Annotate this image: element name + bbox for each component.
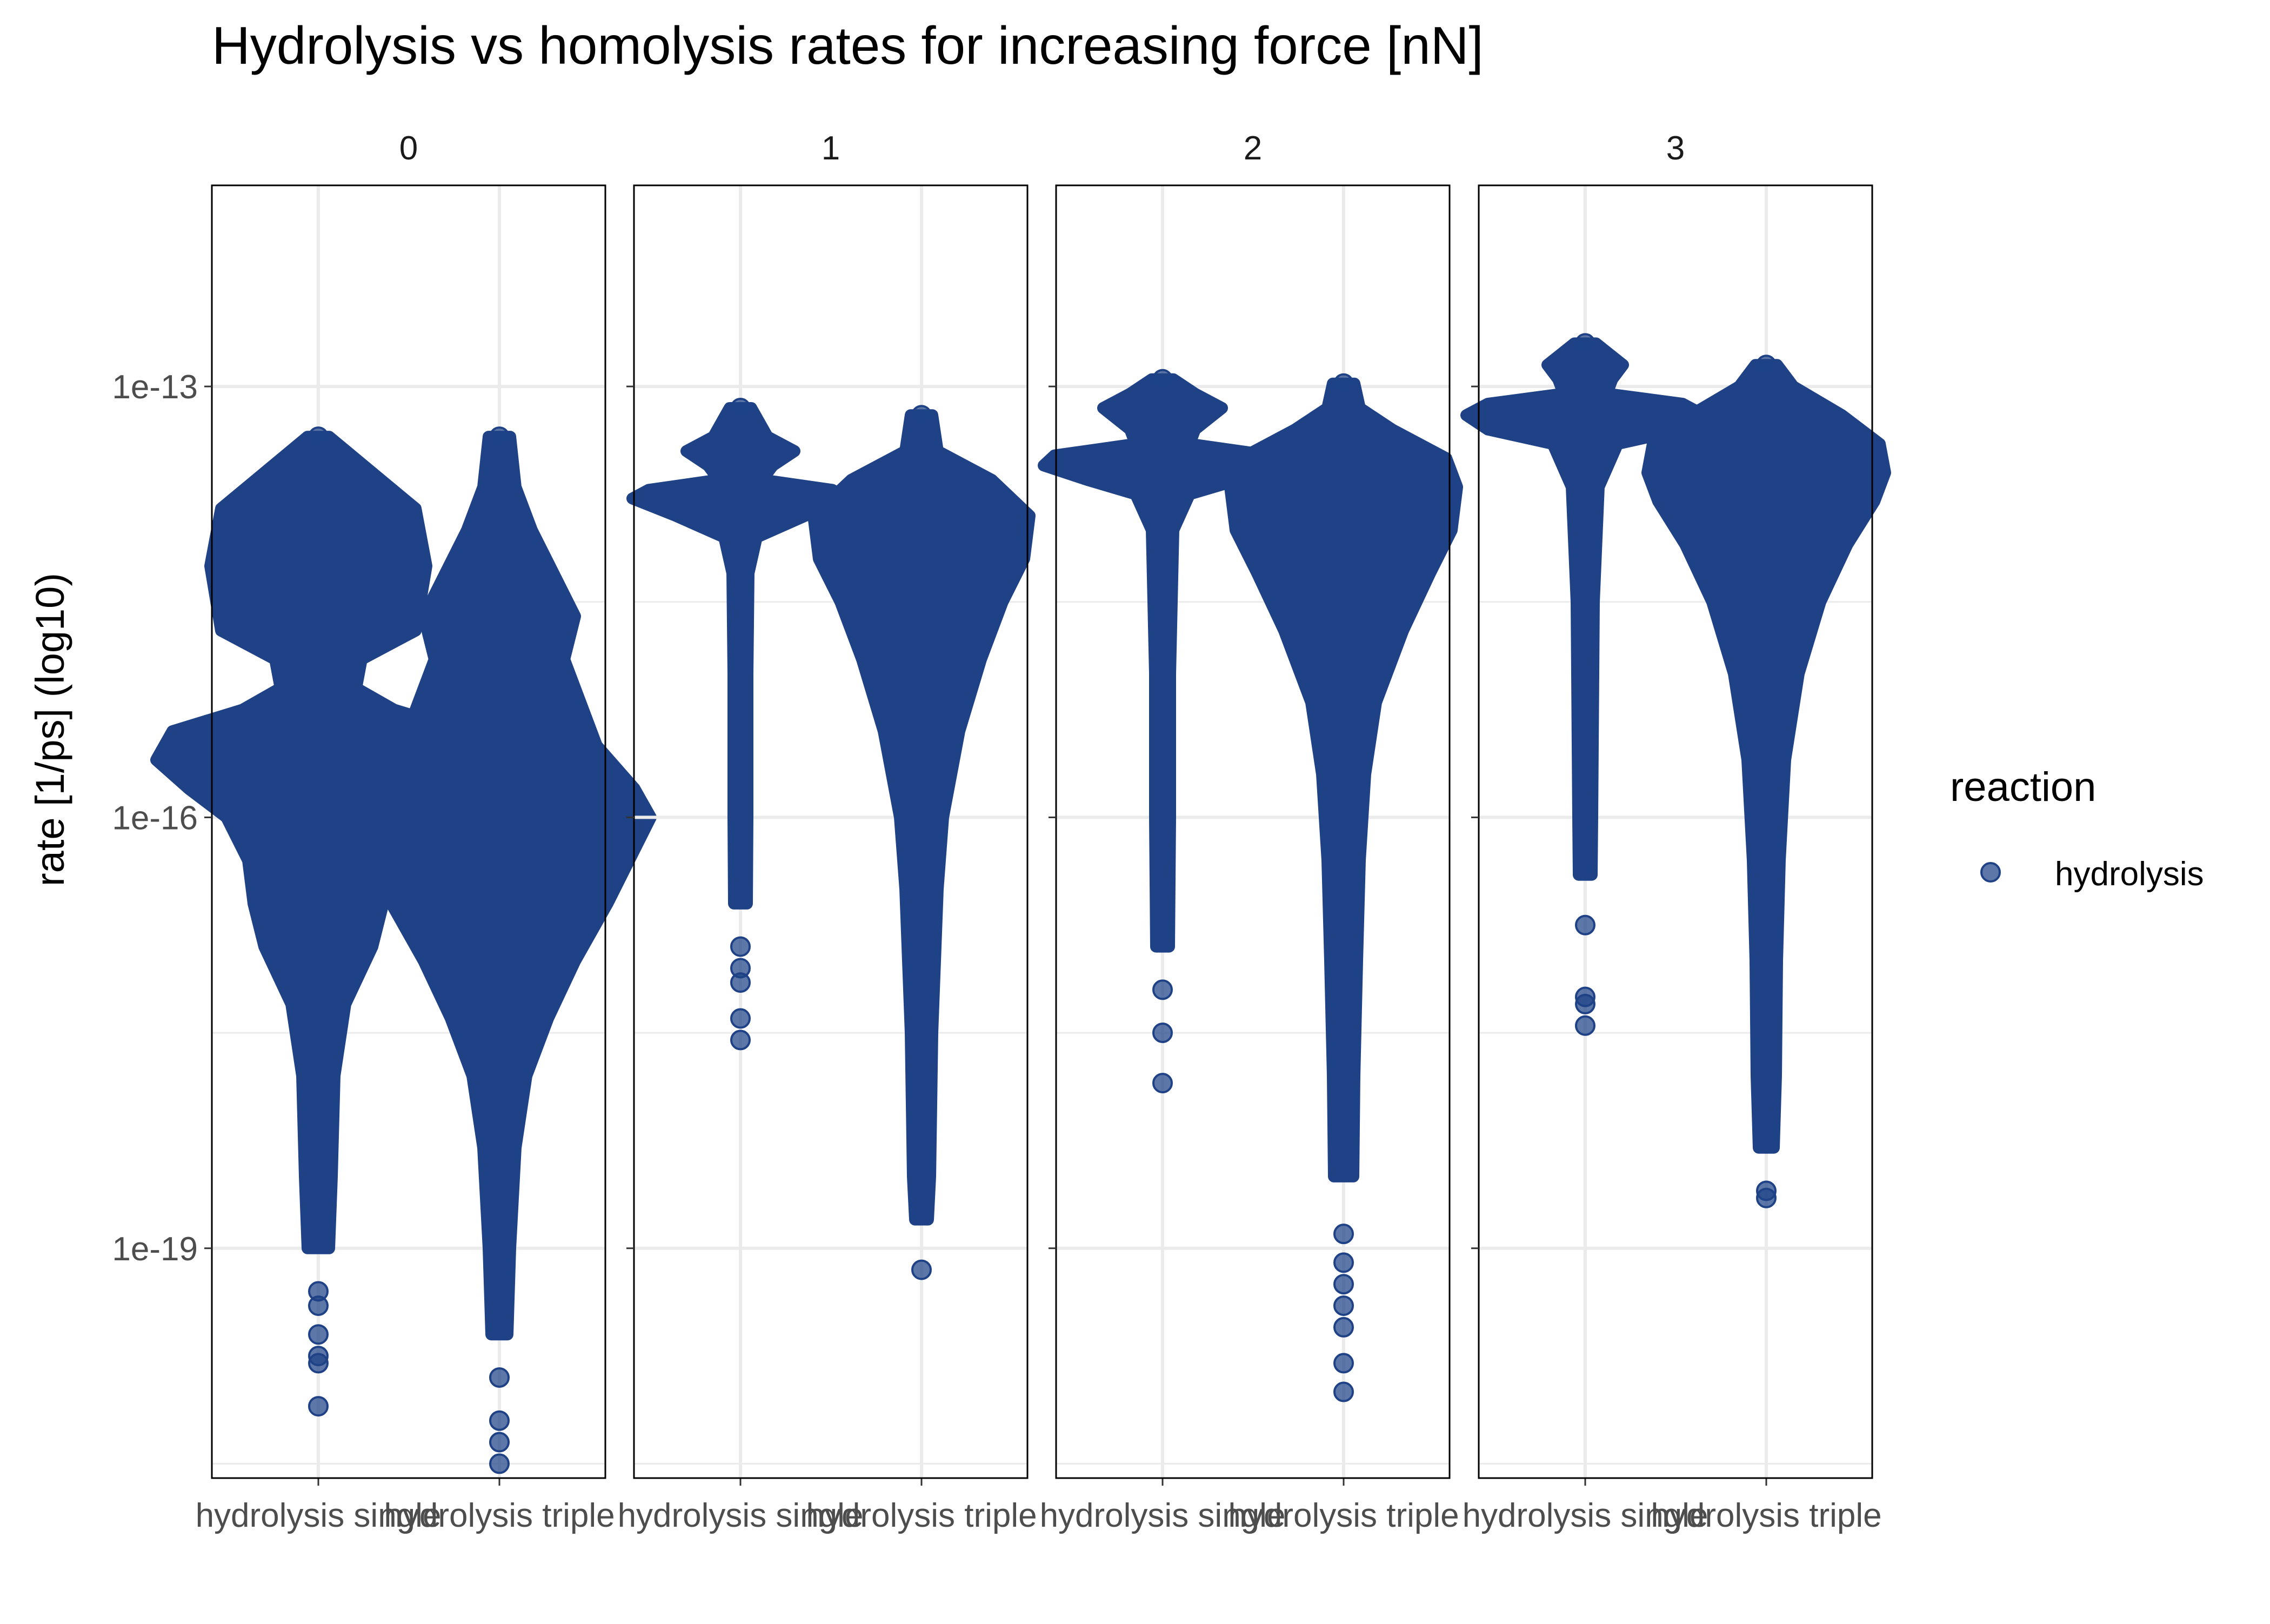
outlier-point — [1575, 993, 1595, 1014]
violin-hydrolysis-single — [1038, 373, 1287, 953]
outlier-point — [308, 1295, 329, 1316]
data-point — [308, 426, 329, 447]
outlier-point — [489, 1367, 510, 1388]
facet-label: 1 — [822, 130, 840, 167]
outlier-point — [308, 1396, 329, 1417]
y-tick-label: 1e-16 — [112, 799, 198, 837]
outlier-point — [1333, 1274, 1354, 1295]
outlier-point — [730, 972, 751, 993]
violin-hydrolysis-single — [150, 431, 486, 1254]
outlier-point — [1756, 1187, 1777, 1208]
outlier-point — [489, 1432, 510, 1453]
outlier-point — [1152, 979, 1173, 1000]
x-tick-label: hydrolysis single — [196, 1497, 442, 1534]
x-tick-label: hydrolysis triple — [806, 1497, 1037, 1534]
data-point — [730, 397, 751, 418]
panel-border — [1478, 184, 1873, 1479]
outlier-point — [1333, 1295, 1354, 1316]
outlier-point — [1152, 1073, 1173, 1094]
legend: reaction hydrolysis — [1950, 764, 2204, 893]
y-tick-label: 1e-19 — [112, 1231, 198, 1268]
outlier-point — [730, 936, 751, 957]
x-tick-label: hydrolysis single — [618, 1497, 864, 1534]
x-tick-label: hydrolysis triple — [384, 1497, 615, 1534]
outlier-point — [1575, 914, 1595, 935]
legend-key-hydrolysis — [1980, 862, 2001, 883]
outlier-point — [489, 1453, 510, 1474]
panel-border — [1055, 184, 1451, 1479]
violin-hydrolysis-single — [1460, 337, 1710, 881]
data-point — [1333, 373, 1354, 394]
data-point — [1575, 333, 1595, 354]
data-point — [1152, 369, 1173, 390]
outlier-point — [1152, 1022, 1173, 1044]
violin-hydrolysis-triple — [807, 409, 1036, 1226]
facet-label: 0 — [399, 130, 418, 167]
outlier-point — [730, 1008, 751, 1029]
violin-hydrolysis-triple — [1641, 359, 1891, 1154]
outlier-point — [1333, 1252, 1354, 1273]
data-point — [911, 405, 932, 426]
violin-hydrolysis-triple — [342, 431, 657, 1341]
outlier-point — [1333, 1381, 1354, 1402]
x-tick-label: hydrolysis triple — [1651, 1497, 1881, 1534]
legend-title: reaction — [1950, 764, 2096, 810]
outlier-point — [308, 1353, 329, 1374]
x-tick-label: hydrolysis single — [1463, 1497, 1708, 1534]
data-point — [489, 426, 510, 447]
legend-label-hydrolysis: hydrolysis — [2055, 856, 2204, 893]
outlier-point — [1333, 1316, 1354, 1338]
y-axis-label: rate [1/ps] (log10) — [28, 573, 72, 886]
outlier-point — [1333, 1224, 1354, 1245]
facet-label: 3 — [1666, 130, 1685, 167]
facet-label: 2 — [1244, 130, 1262, 167]
outlier-point — [1333, 1353, 1354, 1374]
x-tick-label: hydrolysis single — [1040, 1497, 1286, 1534]
data-point — [1756, 355, 1777, 376]
violin-hydrolysis-triple — [1224, 377, 1463, 1182]
panel-border — [211, 184, 606, 1479]
panel-border — [633, 184, 1029, 1479]
outlier-point — [489, 1410, 510, 1431]
outlier-point — [730, 1030, 751, 1051]
x-tick-label: hydrolysis triple — [1228, 1497, 1459, 1534]
outlier-point — [1575, 1015, 1595, 1036]
chart-title: Hydrolysis vs homolysis rates for increa… — [212, 16, 1484, 75]
outlier-point — [911, 1259, 932, 1280]
violin-hydrolysis-single — [626, 402, 854, 910]
outlier-point — [308, 1324, 329, 1345]
y-tick-label: 1e-13 — [112, 369, 198, 406]
